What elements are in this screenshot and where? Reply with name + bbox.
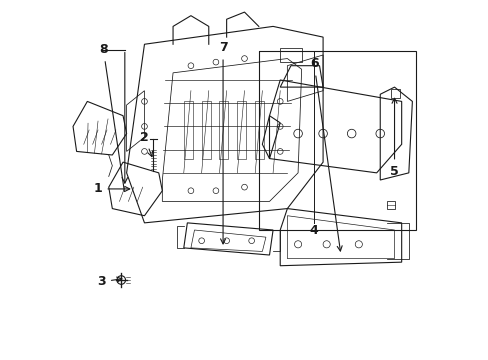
Bar [255, 102, 264, 158]
Text: 4: 4 [309, 224, 318, 237]
Text: 2: 2 [140, 131, 152, 157]
Bar [280, 48, 301, 62]
Text: 1: 1 [94, 183, 129, 195]
Text: 5: 5 [389, 98, 398, 177]
Bar [201, 102, 210, 158]
Bar [258, 51, 415, 230]
Bar [237, 102, 246, 158]
Text: 3: 3 [97, 275, 122, 288]
Text: 6: 6 [309, 57, 342, 251]
Bar [219, 102, 228, 158]
Text: 8: 8 [99, 43, 124, 192]
Bar [183, 102, 192, 158]
Bar [386, 201, 394, 208]
Bar [390, 89, 399, 98]
Text: 7: 7 [218, 41, 227, 244]
